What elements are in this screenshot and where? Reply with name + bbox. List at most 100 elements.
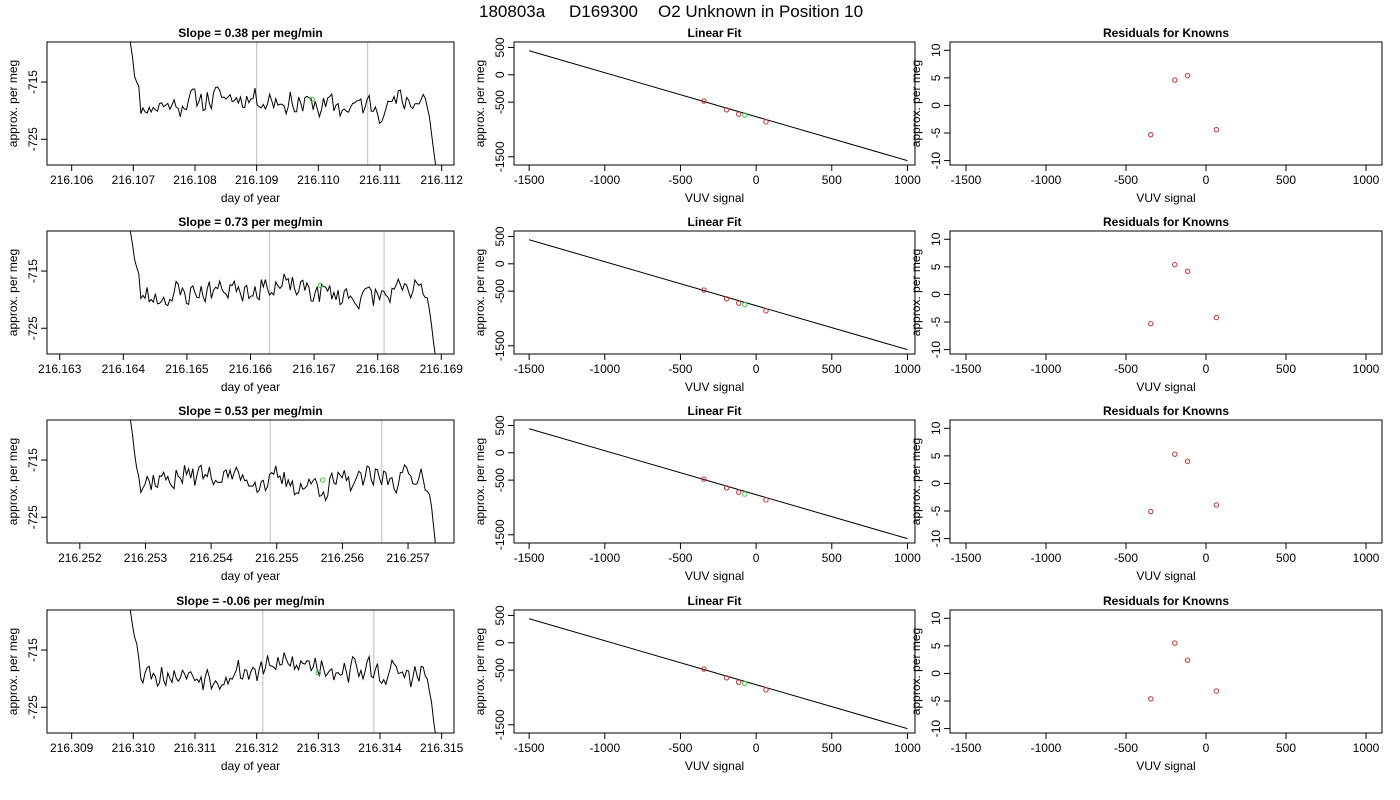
- x-tick-label: 500: [822, 362, 842, 376]
- plot-frame: [949, 419, 1383, 544]
- panel-r3-c3: Residuals for Knowns VUV signal approx. pe…: [909, 404, 1383, 583]
- known-point: [1213, 126, 1220, 133]
- plot-frame: [513, 609, 916, 734]
- x-tick-label: 0: [1203, 551, 1210, 565]
- y-axis-label: approx. per meg: [473, 438, 487, 525]
- x-axis-label: VUV signal: [685, 759, 744, 773]
- known-point: [1148, 320, 1154, 327]
- y-axis-label: approx. per meg: [473, 249, 487, 336]
- x-tick-label: 216.167: [292, 362, 336, 376]
- panel-r4-c1: Slope = -0.06 per meg/min day of year appr…: [6, 594, 464, 773]
- x-tick-label: -1500: [951, 551, 982, 565]
- main-title-desc: O2 Unknown in Position 10: [658, 2, 863, 21]
- x-axis-label: VUV signal: [1136, 191, 1195, 205]
- x-tick-label: 500: [822, 173, 842, 187]
- x-axis-label: day of year: [221, 759, 280, 773]
- unknown-point: [742, 301, 748, 308]
- x-tick-label: 500: [1276, 173, 1296, 187]
- panel-r1-c2: Linear Fit VUV signal approx. per meg -1500…: [473, 26, 921, 205]
- x-tick-label: -500: [1114, 551, 1138, 565]
- x-tick-label: 1000: [1353, 741, 1380, 755]
- x-tick-label: 1000: [894, 173, 921, 187]
- unknown-point: [317, 282, 324, 289]
- y-tick-label: 500: [493, 605, 507, 625]
- known-point: [1172, 77, 1178, 83]
- plot-area: [528, 428, 908, 540]
- known-point: [723, 296, 730, 302]
- panel-r1-c1: Slope = 0.38 per meg/min day of year appro…: [6, 26, 463, 205]
- x-tick-label: -1000: [1031, 741, 1062, 755]
- x-tick-label: 0: [753, 173, 760, 187]
- x-tick-label: 216.110: [297, 173, 340, 187]
- x-tick-label: 216.256: [321, 551, 365, 565]
- y-axis-label: approx. per meg: [909, 628, 923, 715]
- x-tick-label: -1000: [1031, 551, 1062, 565]
- known-point: [701, 476, 707, 482]
- plot-area: [129, 42, 437, 165]
- x-tick-label: 216.112: [420, 173, 463, 187]
- y-tick-label: 10: [929, 232, 943, 246]
- series-line: [129, 420, 436, 543]
- y-tick-label: -1500: [493, 330, 507, 361]
- main-title-run: 180803a: [479, 2, 546, 21]
- x-tick-label: 216.168: [356, 362, 400, 376]
- x-tick-label: 216.255: [255, 551, 299, 565]
- x-tick-label: 216.166: [229, 362, 273, 376]
- x-tick-label: 216.106: [50, 173, 94, 187]
- plot-frame: [46, 419, 455, 544]
- y-tick-label: 500: [493, 37, 507, 57]
- x-tick-label: -1500: [514, 551, 545, 565]
- x-tick-label: -500: [668, 362, 692, 376]
- x-tick-label: -500: [668, 741, 692, 755]
- known-point: [1172, 261, 1178, 268]
- fit-line: [528, 428, 908, 540]
- main-title: 180803a D169300 O2 Unknown in Position 1…: [479, 2, 863, 21]
- x-tick-label: 1000: [894, 362, 921, 376]
- x-tick-label: -1000: [589, 362, 620, 376]
- y-tick-label: -1500: [493, 709, 507, 740]
- y-tick-label: -10: [929, 720, 943, 738]
- known-point: [723, 485, 730, 491]
- unknown-point: [742, 491, 748, 497]
- plot-frame: [949, 230, 1383, 355]
- x-tick-label: -500: [1114, 173, 1138, 187]
- main-title-tank: D169300: [569, 2, 638, 21]
- x-tick-label: 500: [1276, 362, 1296, 376]
- plot-area: [129, 610, 436, 733]
- y-tick-label: -5: [929, 505, 943, 516]
- x-tick-label: 216.107: [112, 173, 156, 187]
- x-tick-label: 216.111: [359, 173, 401, 187]
- y-tick-label: -725: [26, 127, 40, 151]
- y-tick-label: -725: [26, 316, 40, 340]
- plot-frame: [46, 230, 455, 355]
- known-point: [1184, 72, 1191, 79]
- y-axis-label: approx. per meg: [6, 249, 20, 336]
- known-point: [1184, 657, 1191, 663]
- known-point: [763, 687, 769, 693]
- plot-frame: [46, 609, 455, 734]
- panel-r2-c2: Linear Fit VUV signal approx. per meg -1500…: [473, 215, 921, 394]
- plot-area: [1148, 640, 1220, 702]
- known-point: [1213, 502, 1220, 508]
- panel-r2-c3: Residuals for Knowns VUV signal approx. pe…: [909, 215, 1383, 394]
- x-tick-label: 216.254: [189, 551, 233, 565]
- known-point: [1172, 451, 1178, 457]
- y-tick-label: -1500: [493, 141, 507, 172]
- known-point: [763, 308, 769, 314]
- plot-frame: [949, 41, 1383, 166]
- x-tick-label: 500: [1276, 551, 1296, 565]
- y-tick-label: 5: [929, 74, 943, 81]
- x-tick-label: 500: [822, 551, 842, 565]
- x-tick-label: 0: [1203, 741, 1210, 755]
- x-axis-label: VUV signal: [1136, 380, 1195, 394]
- y-tick-label: 0: [929, 480, 943, 487]
- known-point: [723, 107, 730, 113]
- y-tick-label: -500: [493, 90, 507, 114]
- y-axis-label: approx. per meg: [909, 249, 923, 336]
- y-tick-label: -5: [929, 127, 943, 138]
- plot-area: [1148, 72, 1220, 138]
- y-axis-label: approx. per meg: [909, 60, 923, 147]
- panel-title: Residuals for Knowns: [1103, 26, 1229, 40]
- panel-r3-c1: Slope = 0.53 per meg/min day of year appro…: [6, 404, 455, 583]
